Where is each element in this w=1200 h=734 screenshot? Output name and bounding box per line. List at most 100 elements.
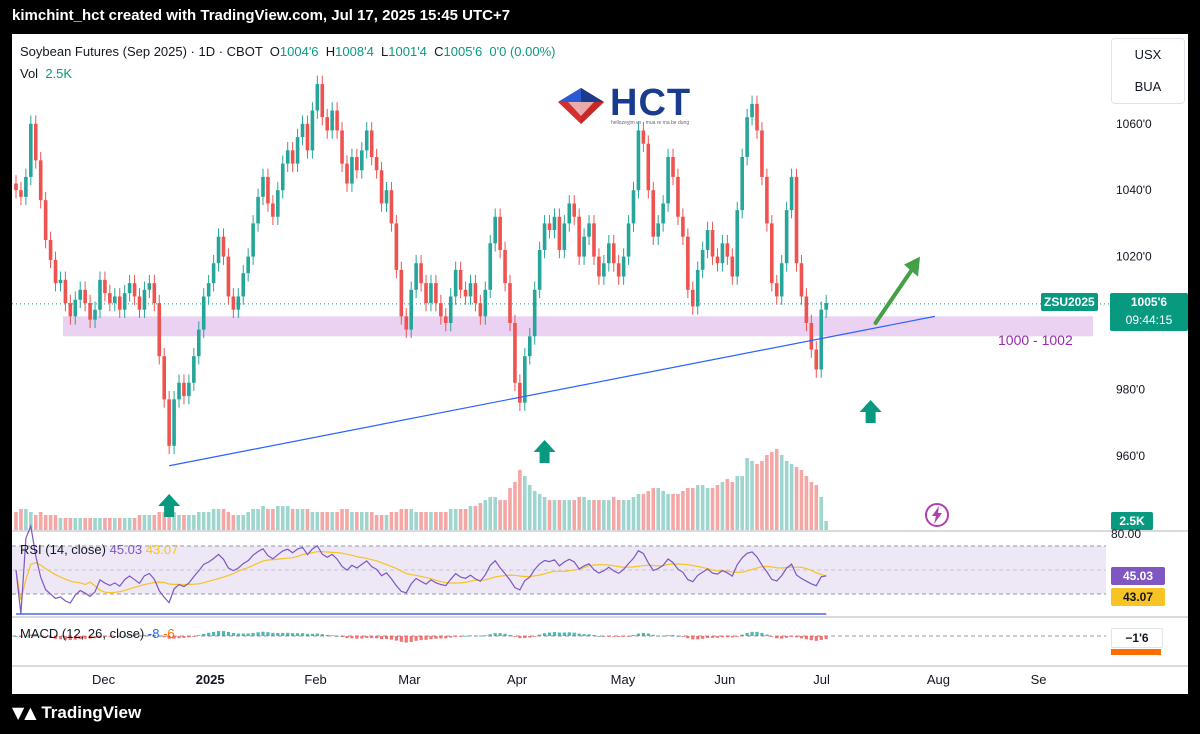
macd-histogram-bar [686,636,690,639]
macd-histogram-bar [315,633,319,636]
candle-body [132,283,137,297]
volume-bar [122,518,127,530]
volume-bar [177,515,181,530]
macd-histogram-bar [577,633,581,636]
macd-histogram-bar [286,632,290,636]
tradingview-brand[interactable]: ▼▲ TradingView [12,703,141,723]
candle-body [78,289,83,300]
volume-bar [503,500,507,530]
volume-bar [607,500,611,530]
candle-body [157,303,162,357]
volume-bar [508,488,512,530]
last-price-value: 1005'6 [1130,295,1168,309]
lightning-icon[interactable] [923,501,951,529]
macd-histogram-bar [508,634,512,636]
macd-histogram-bar [330,635,334,637]
macd-histogram-bar [142,634,147,636]
candle-body [379,170,384,204]
candle-body [468,283,473,297]
volume-bar [626,500,631,530]
macd-histogram-bar [622,636,626,637]
tradingview-text: TradingView [41,703,142,722]
time-axis-label: Mar [398,672,421,687]
volume-bar [271,509,275,530]
volume-bar [779,455,784,530]
candle-body [167,399,171,446]
candle-body [414,263,418,290]
candle-body [686,236,690,290]
candle-body [83,289,87,304]
candle-body [725,243,730,257]
volume-bar [379,515,384,530]
volume-bar [681,491,685,530]
macd-histogram-bar [730,636,734,638]
macd-histogram-bar [24,635,28,637]
volume-bar [458,509,463,530]
candle-body [350,157,354,184]
volume-bar [468,506,473,530]
macd-histogram-bar [804,636,808,640]
macd-histogram-bar [706,636,710,638]
macd-histogram-bar [128,635,132,636]
volume-bar [671,494,675,530]
volume-bar [172,512,176,530]
candle-body [799,263,804,297]
volume-bar [48,515,53,530]
volume-bar [290,509,295,530]
macd-histogram-bar [63,636,67,640]
volume-bar [789,464,794,530]
macd-legend: MACD (12, 26, close) -8 -6 [20,626,175,641]
candle-body [784,210,789,264]
volume-bar [770,452,774,530]
candle-body [24,176,28,197]
candle-body [295,137,300,164]
candle-body [117,296,122,310]
macd-histogram-bar [567,632,571,636]
candle-body [695,269,700,307]
candle-body [48,240,53,260]
chart-canvas[interactable]: 960'0980'01000'01020'01040'01060'0Dec202… [12,34,1188,694]
macd-histogram-bar [740,634,744,636]
candle-body [740,157,744,211]
volume-bar [518,470,522,530]
candle-body [127,283,132,294]
volume-tag: 2.5K [1111,512,1153,530]
candle-body [448,296,453,323]
macd-histogram-bar [68,636,72,640]
volume-bar [621,500,626,530]
candle-body [814,349,819,370]
macd-histogram-bar [434,636,438,639]
candle-body [256,196,260,224]
candle-body [53,259,58,284]
volume-bar [582,497,586,530]
volume-bar [478,503,483,530]
candle-body [335,110,339,131]
candle-body [577,216,581,257]
candle-body [38,160,43,201]
candle-body [493,216,497,244]
unit-button[interactable]: BUA [1134,79,1162,94]
volume-bar [404,509,409,530]
macd-histogram-bar [592,635,596,636]
volume-bar [527,485,532,530]
macd-histogram-bar [226,631,231,636]
candle-body [557,216,562,250]
macd-histogram-bar [355,636,359,639]
time-axis-label: Se [1031,672,1047,687]
candle-body [93,309,97,320]
currency-button[interactable]: USX [1134,47,1162,62]
macd-histogram-bar [93,636,97,639]
macd-histogram-bar [656,635,660,637]
macd-histogram-bar [710,636,715,638]
candle-body [325,117,330,131]
macd-histogram-bar [53,636,58,639]
chart-frame[interactable]: 960'0980'01000'01020'01040'01060'0Dec202… [12,34,1188,694]
macd-histogram-bar [725,636,729,638]
candle-body [192,356,196,383]
candle-body [745,117,749,157]
volume-bar [725,479,730,530]
volume-bar [646,491,651,530]
macd-histogram-bar [528,636,532,638]
macd-histogram-bar [449,636,453,638]
macd-histogram-bar [715,636,720,638]
